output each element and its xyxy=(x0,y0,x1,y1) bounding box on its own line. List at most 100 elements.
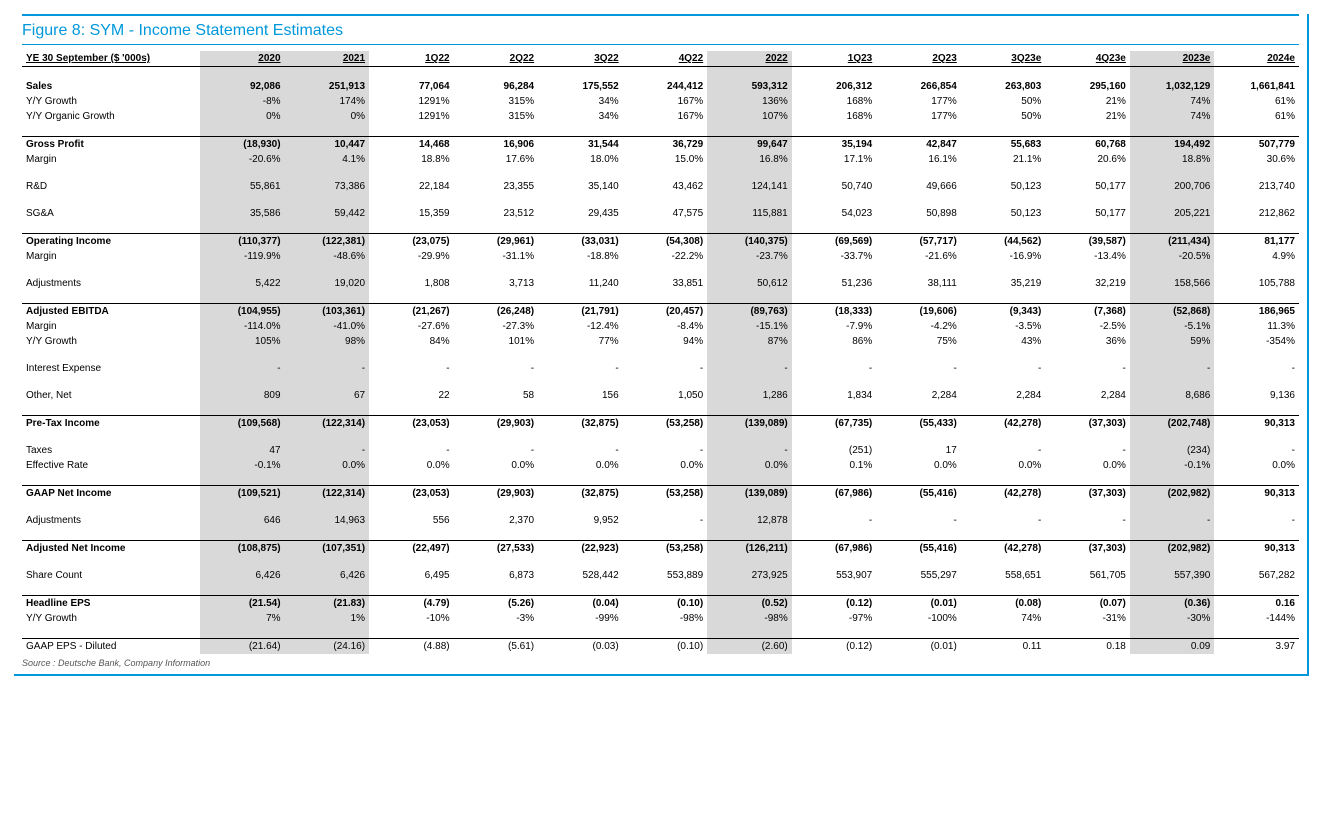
cell: 12,878 xyxy=(707,513,792,528)
row-label: Margin xyxy=(22,249,200,264)
cell: (37,303) xyxy=(1045,541,1130,557)
cell: 22,184 xyxy=(369,179,454,194)
cell: (29,903) xyxy=(454,416,539,432)
cell: (52,868) xyxy=(1130,304,1215,320)
cell: -3% xyxy=(454,611,539,626)
cell: 14,468 xyxy=(369,137,454,153)
cell: 30.6% xyxy=(1214,152,1299,167)
cell: (0.12) xyxy=(792,596,877,612)
cell: - xyxy=(1214,361,1299,376)
cell: 115,881 xyxy=(707,206,792,221)
cell: 7% xyxy=(200,611,285,626)
cell: -16.9% xyxy=(961,249,1046,264)
cell: 11,240 xyxy=(538,276,623,291)
cell: 16,906 xyxy=(454,137,539,153)
cell: 20.6% xyxy=(1045,152,1130,167)
cell: (0.10) xyxy=(623,639,708,655)
cell: (42,278) xyxy=(961,486,1046,502)
cell: 4.1% xyxy=(285,152,370,167)
col-header: 1Q22 xyxy=(369,51,454,67)
cell: 17.1% xyxy=(792,152,877,167)
cell: 105,788 xyxy=(1214,276,1299,291)
cell: (103,361) xyxy=(285,304,370,320)
col-header: 2022 xyxy=(707,51,792,67)
table-row: Effective Rate-0.1%0.0%0.0%0.0%0.0%0.0%0… xyxy=(22,458,1299,473)
table-row: Y/Y Organic Growth0%0%1291%315%34%167%10… xyxy=(22,109,1299,124)
cell: - xyxy=(792,513,877,528)
cell: -48.6% xyxy=(285,249,370,264)
cell: (139,089) xyxy=(707,486,792,502)
cell: 555,297 xyxy=(876,568,961,583)
cell: (0.07) xyxy=(1045,596,1130,612)
cell: 90,313 xyxy=(1214,416,1299,432)
cell: (104,955) xyxy=(200,304,285,320)
cell: (0.52) xyxy=(707,596,792,612)
cell: 61% xyxy=(1214,94,1299,109)
cell: (7,368) xyxy=(1045,304,1130,320)
cell: -20.6% xyxy=(200,152,285,167)
cell: 0.0% xyxy=(876,458,961,473)
cell: -29.9% xyxy=(369,249,454,264)
cell: 55,683 xyxy=(961,137,1046,153)
row-label: GAAP EPS - Diluted xyxy=(22,639,200,655)
table-row: Adjusted EBITDA(104,955)(103,361)(21,267… xyxy=(22,304,1299,320)
cell: (5.61) xyxy=(454,639,539,655)
cell: 9,136 xyxy=(1214,388,1299,403)
cell: -30% xyxy=(1130,611,1215,626)
cell: 0.0% xyxy=(285,458,370,473)
cell: 21% xyxy=(1045,94,1130,109)
cell: 51,236 xyxy=(792,276,877,291)
cell: -4.2% xyxy=(876,319,961,334)
table-header: YE 30 September ($ '000s)202020211Q222Q2… xyxy=(22,51,1299,67)
cell: 8,686 xyxy=(1130,388,1215,403)
cell: 0.0% xyxy=(369,458,454,473)
cell: (122,314) xyxy=(285,416,370,432)
cell: 43% xyxy=(961,334,1046,349)
cell: (22,923) xyxy=(538,541,623,557)
cell: - xyxy=(707,443,792,458)
cell: - xyxy=(454,443,539,458)
row-label: Adjusted EBITDA xyxy=(22,304,200,320)
row-label: Interest Expense xyxy=(22,361,200,376)
cell: 2,284 xyxy=(876,388,961,403)
cell: 1,834 xyxy=(792,388,877,403)
cell: 50,898 xyxy=(876,206,961,221)
table-row: Y/Y Growth7%1%-10%-3%-99%-98%-98%-97%-10… xyxy=(22,611,1299,626)
cell: - xyxy=(200,361,285,376)
cell: 43,462 xyxy=(623,179,708,194)
cell: (109,521) xyxy=(200,486,285,502)
cell: 168% xyxy=(792,94,877,109)
cell: (0.08) xyxy=(961,596,1046,612)
cell: 73,386 xyxy=(285,179,370,194)
cell: - xyxy=(1214,443,1299,458)
cell: (23,053) xyxy=(369,486,454,502)
cell: 31,544 xyxy=(538,137,623,153)
cell: (29,903) xyxy=(454,486,539,502)
cell: 18.8% xyxy=(369,152,454,167)
cell: (4.79) xyxy=(369,596,454,612)
cell: 9,952 xyxy=(538,513,623,528)
cell: (0.04) xyxy=(538,596,623,612)
cell: 266,854 xyxy=(876,79,961,94)
cell: -100% xyxy=(876,611,961,626)
cell: 21% xyxy=(1045,109,1130,124)
cell: 47,575 xyxy=(623,206,708,221)
cell: 2,284 xyxy=(961,388,1046,403)
cell: 77% xyxy=(538,334,623,349)
cell: 273,925 xyxy=(707,568,792,583)
cell: 177% xyxy=(876,94,961,109)
cell: 295,160 xyxy=(1045,79,1130,94)
cell: -41.0% xyxy=(285,319,370,334)
cell: 213,740 xyxy=(1214,179,1299,194)
cell: (202,982) xyxy=(1130,541,1215,557)
cell: 50,123 xyxy=(961,179,1046,194)
col-header: 1Q23 xyxy=(792,51,877,67)
row-label: Margin xyxy=(22,319,200,334)
cell: 86% xyxy=(792,334,877,349)
cell: 60,768 xyxy=(1045,137,1130,153)
cell: 6,426 xyxy=(285,568,370,583)
cell: 3,713 xyxy=(454,276,539,291)
cell: (55,416) xyxy=(876,541,961,557)
cell: -33.7% xyxy=(792,249,877,264)
cell: (211,434) xyxy=(1130,234,1215,250)
